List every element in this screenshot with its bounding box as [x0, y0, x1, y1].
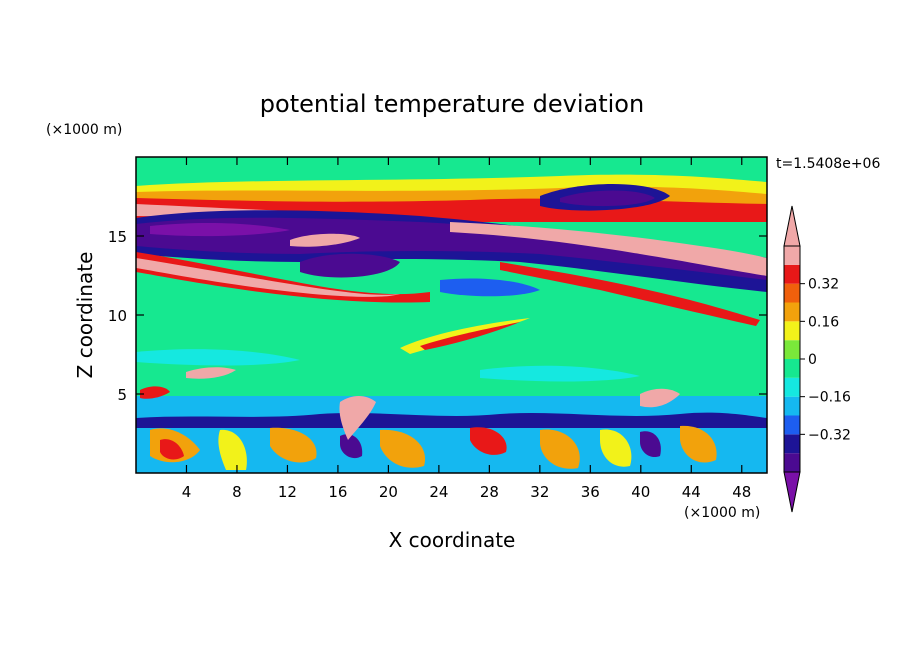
x-tick-label: 36 [581, 483, 600, 501]
upper-violet-core [150, 223, 290, 237]
colorbar-label: −0.32 [808, 427, 851, 443]
mid-pink-streak [290, 233, 360, 247]
boundary-purple-2 [640, 431, 661, 458]
mid-purple-blob [300, 253, 400, 278]
boundary-red-1 [160, 439, 184, 460]
colorbar-segment [784, 359, 800, 378]
colorbar-label: −0.16 [808, 390, 851, 406]
plume-pink-1 [339, 396, 376, 440]
colorbar-segment [784, 340, 800, 359]
boundary-red-2 [470, 427, 507, 455]
colorbar-segment [784, 302, 800, 322]
x-tick-label: 4 [182, 483, 192, 501]
colorbar-segment [784, 453, 800, 472]
y-tick-label: 5 [117, 386, 127, 404]
colorbar-segment [784, 246, 800, 265]
plume-pink-3 [186, 367, 236, 379]
boundary-yellow-2 [600, 429, 632, 467]
boundary-purple-1 [340, 434, 363, 459]
contour-field [136, 157, 767, 473]
x-tick-label: 20 [379, 483, 398, 501]
colorbar-segment [784, 264, 800, 284]
y-unit-label: (×1000 m) [46, 122, 122, 138]
mid-cyan-patch-2 [480, 365, 640, 382]
x-tick-label: 28 [480, 483, 499, 501]
x-tick-label: 16 [328, 483, 347, 501]
upper-purple-band [136, 217, 767, 280]
colorbar-segment [784, 396, 800, 416]
colorbar-segment [784, 434, 800, 454]
plume-red-4 [140, 386, 170, 399]
chart-title: potential temperature deviation [260, 90, 644, 118]
x-tick-label: 12 [278, 483, 297, 501]
mid-red-streak [420, 322, 520, 350]
mid-cyan-patch [136, 349, 300, 366]
x-tick-label: 40 [631, 483, 650, 501]
right-red-ribbon [500, 262, 760, 326]
plume-pink-2 [640, 388, 680, 408]
boundary-orange-3 [380, 429, 426, 468]
boundary-yellow-1 [218, 429, 247, 470]
colorbar-max-arrow [783, 205, 801, 247]
y-axis-label: Z coordinate [73, 252, 97, 379]
x-tick-label: 48 [732, 483, 751, 501]
colorbar-segment [784, 415, 800, 435]
time-label: t=1.5408e+06 [776, 156, 880, 172]
x-tick-label: 8 [232, 483, 242, 501]
x-tick-label: 44 [682, 483, 701, 501]
colorbar-segment [784, 321, 800, 341]
colorbar-segment [784, 377, 800, 397]
x-axis-label: X coordinate [389, 528, 516, 552]
colorbar-min-arrow [783, 471, 801, 513]
boundary-orange-5 [680, 425, 717, 463]
colorbar-segment [784, 283, 800, 303]
colorbar-label: 0.16 [808, 314, 839, 330]
boundary-layer-blue [136, 412, 767, 428]
y-tick-label: 10 [108, 307, 127, 325]
y-tick-label: 15 [108, 228, 127, 246]
colorbar: 0.32 0.16 0 −0.16 −0.32 [783, 205, 851, 513]
x-unit-label: (×1000 m) [684, 505, 760, 521]
colorbar-label: 0.32 [808, 277, 839, 293]
colorbar-label: 0 [808, 352, 817, 368]
boundary-orange-4 [540, 429, 580, 469]
x-tick-label: 32 [530, 483, 549, 501]
x-tick-label: 24 [429, 483, 448, 501]
mid-blue-patch [440, 278, 540, 297]
boundary-orange-2 [270, 427, 317, 463]
right-pink-ribbon [450, 222, 767, 276]
top-purple-lens [560, 190, 655, 207]
